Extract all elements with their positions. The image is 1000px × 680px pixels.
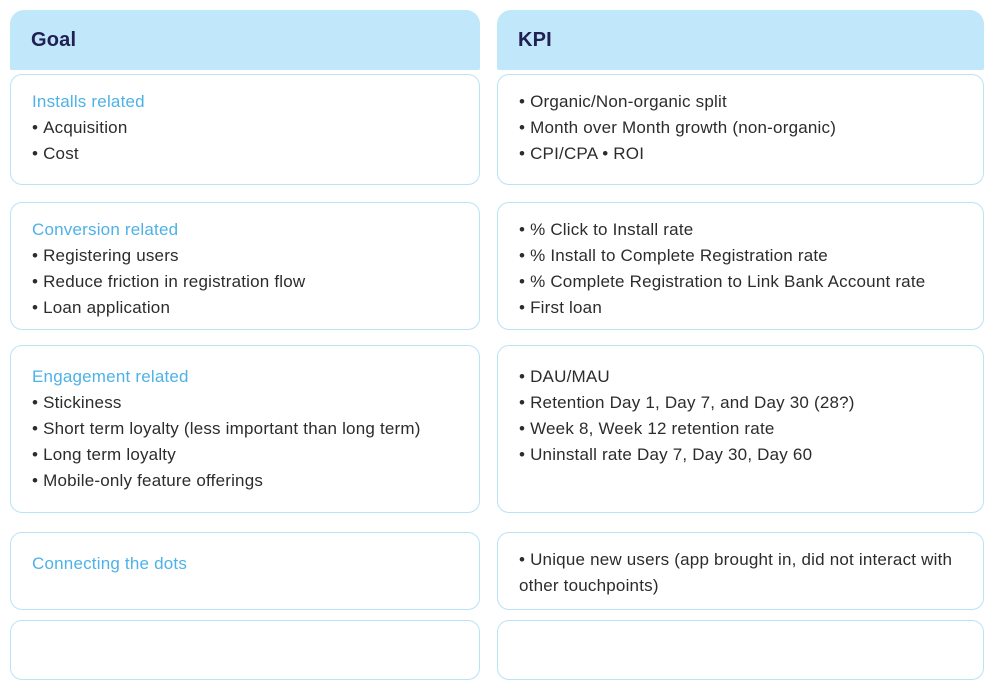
- bullet-item: Cost: [32, 141, 458, 167]
- bullet-item: Acquisition: [32, 115, 458, 141]
- bullet-item: Mobile-only feature offerings: [32, 468, 458, 494]
- category-title: Connecting the dots: [32, 554, 188, 573]
- bullet-item: Registering users: [32, 243, 458, 269]
- bullet-item: % Complete Registration to Link Bank Acc…: [519, 269, 962, 295]
- bullet-item: Week 8, Week 12 retention rate: [519, 416, 962, 442]
- bullet-item: First loan: [519, 295, 962, 321]
- table-row-partial: [10, 620, 984, 680]
- kpi-column-header: KPI: [497, 10, 984, 70]
- goal-column-title: Goal: [31, 28, 77, 51]
- bullet-item: Organic/Non-organic split: [519, 89, 962, 115]
- kpi-card-connecting: Unique new users (app brought in, did no…: [497, 532, 984, 610]
- category-title: Conversion related: [32, 220, 179, 239]
- goal-card-installs: Installs related Acquisition Cost: [10, 74, 480, 185]
- goal-card-connecting: Connecting the dots: [10, 532, 480, 610]
- kpi-card-conversion: % Click to Install rate % Install to Com…: [497, 202, 984, 330]
- table-row-conversion: Conversion related Registering users Red…: [10, 202, 984, 330]
- table-row-engagement: Engagement related Stickiness Short term…: [10, 345, 984, 513]
- category-title: Installs related: [32, 92, 145, 111]
- bullet-item: Reduce friction in registration flow: [32, 269, 458, 295]
- kpi-card-partial: [497, 620, 984, 680]
- bullet-item: Retention Day 1, Day 7, and Day 30 (28?): [519, 390, 962, 416]
- table-row-installs: Installs related Acquisition Cost Organi…: [10, 74, 984, 185]
- category-title: Engagement related: [32, 367, 189, 386]
- bullet-item: Uninstall rate Day 7, Day 30, Day 60: [519, 442, 962, 468]
- bullet-item: Loan application: [32, 295, 458, 321]
- bullet-item: Stickiness: [32, 390, 458, 416]
- table-row-connecting: Connecting the dots Unique new users (ap…: [10, 532, 984, 610]
- goal-card-conversion: Conversion related Registering users Red…: [10, 202, 480, 330]
- bullet-item: Unique new users (app brought in, did no…: [519, 547, 962, 599]
- bullet-item: Month over Month growth (non-organic): [519, 115, 962, 141]
- bullet-item: Short term loyalty (less important than …: [32, 416, 458, 442]
- bullet-item: % Click to Install rate: [519, 217, 962, 243]
- kpi-column-title: KPI: [518, 28, 552, 51]
- table-header-row: Goal KPI: [10, 10, 984, 70]
- goal-card-partial: [10, 620, 480, 680]
- kpi-card-installs: Organic/Non-organic split Month over Mon…: [497, 74, 984, 185]
- kpi-card-engagement: DAU/MAU Retention Day 1, Day 7, and Day …: [497, 345, 984, 513]
- bullet-item: Long term loyalty: [32, 442, 458, 468]
- bullet-item: DAU/MAU: [519, 364, 962, 390]
- bullet-item: % Install to Complete Registration rate: [519, 243, 962, 269]
- goal-card-engagement: Engagement related Stickiness Short term…: [10, 345, 480, 513]
- bullet-item: CPI/CPA • ROI: [519, 141, 962, 167]
- goal-column-header: Goal: [10, 10, 480, 70]
